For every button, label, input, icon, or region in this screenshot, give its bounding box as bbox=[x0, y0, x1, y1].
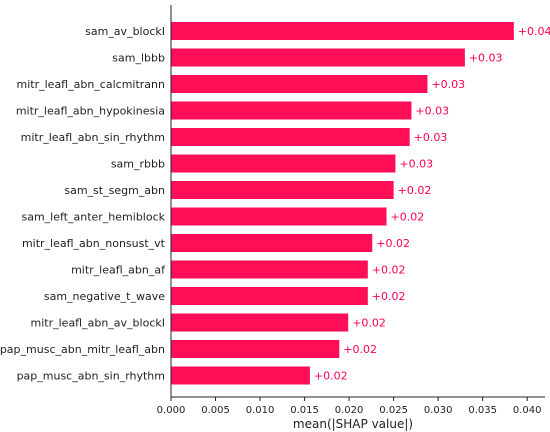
x-tick-label: 0.000 bbox=[157, 405, 186, 416]
x-tick-label: 0.030 bbox=[424, 405, 453, 416]
value-label: +0.03 bbox=[431, 78, 465, 91]
bar bbox=[171, 181, 394, 199]
value-label: +0.02 bbox=[372, 290, 406, 303]
category-label: sam_st_segm_abn bbox=[64, 184, 165, 197]
bar bbox=[171, 313, 349, 332]
bar bbox=[171, 287, 368, 305]
bar bbox=[171, 340, 340, 358]
category-label: mitr_leafl_abn_af bbox=[71, 264, 166, 277]
bar bbox=[171, 48, 465, 67]
bar bbox=[171, 260, 368, 279]
category-label: sam_rbbb bbox=[111, 158, 165, 171]
x-tick-label: 0.035 bbox=[468, 405, 497, 416]
category-label: sam_av_blockI bbox=[85, 25, 165, 38]
category-label: mitr_leafl_abn_sin_rhythm bbox=[21, 131, 165, 144]
bar bbox=[171, 366, 310, 385]
bar bbox=[171, 101, 412, 120]
value-label: +0.04 bbox=[518, 25, 550, 38]
category-label: mitr_leafl_abn_calcmitrann bbox=[17, 78, 166, 91]
x-tick-label: 0.010 bbox=[246, 405, 275, 416]
bar bbox=[171, 22, 514, 40]
category-label: mitr_leafl_abn_nonsust_vt bbox=[22, 237, 166, 250]
x-tick-label: 0.005 bbox=[201, 405, 230, 416]
x-tick-label: 0.020 bbox=[335, 405, 364, 416]
category-label: sam_lbbb bbox=[112, 52, 165, 65]
value-label: +0.02 bbox=[376, 237, 410, 250]
category-label: pap_musc_abn_mitr_leafl_abn bbox=[0, 343, 165, 356]
category-label: mitr_leafl_abn_av_blockI bbox=[31, 317, 165, 330]
value-label: +0.02 bbox=[372, 264, 406, 277]
value-label: +0.03 bbox=[414, 131, 448, 144]
x-tick-label: 0.025 bbox=[379, 405, 408, 416]
value-label: +0.02 bbox=[314, 370, 348, 383]
value-label: +0.03 bbox=[415, 105, 449, 118]
bar bbox=[171, 75, 428, 93]
value-label: +0.03 bbox=[469, 52, 503, 65]
category-label: pap_musc_abn_sin_rhythm bbox=[17, 370, 165, 383]
x-axis-label: mean(|SHAP value|) bbox=[293, 417, 413, 431]
value-labels-group: +0.04 +0.03 +0.03 +0.03 +0.03 +0.03 +0.02 +0.02… bbox=[314, 25, 550, 383]
value-label: +0.02 bbox=[390, 211, 424, 224]
category-labels-group: sam_av_blockI sam_lbbb mitr_leafl_abn_calc… bbox=[0, 25, 166, 383]
category-label: sam_negative_t_wave bbox=[44, 290, 165, 303]
x-ticks-group: 0.000 0.005 0.010 0.015 0.020 0.025 0.030 0.035… bbox=[157, 397, 542, 416]
x-tick-label: 0.040 bbox=[513, 405, 542, 416]
category-label: sam_left_anter_hemiblock bbox=[21, 211, 165, 224]
value-label: +0.02 bbox=[352, 317, 386, 330]
bars-group bbox=[171, 22, 514, 385]
value-label: +0.02 bbox=[398, 184, 432, 197]
x-tick-label: 0.015 bbox=[290, 405, 319, 416]
bar bbox=[171, 128, 410, 146]
category-label: mitr_leafl_abn_hypokinesia bbox=[16, 105, 165, 118]
bar bbox=[171, 207, 387, 226]
bar bbox=[171, 154, 396, 173]
value-label: +0.02 bbox=[343, 343, 377, 356]
value-label: +0.03 bbox=[399, 158, 433, 171]
bar bbox=[171, 234, 373, 252]
